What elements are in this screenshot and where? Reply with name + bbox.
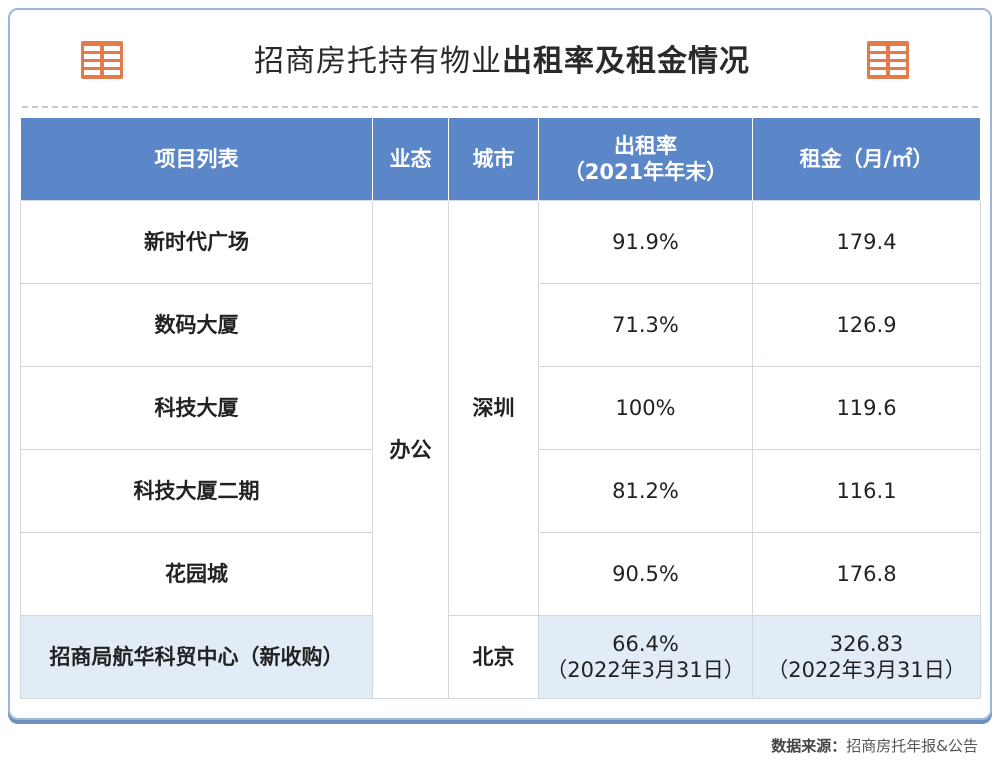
occupancy-value: 71.3% <box>538 283 753 367</box>
table-row: 科技大厦二期 81.2% 116.1 <box>20 449 981 533</box>
divider <box>22 106 978 108</box>
table-header-row: 项目列表 业态 城市 出租率 （2021年年末） 租金（月/㎡） <box>20 118 981 201</box>
rent-value: 176.8 <box>752 532 981 616</box>
rent-value: 119.6 <box>752 366 981 450</box>
occupancy-value: 66.4% （2022年3月31日） <box>538 615 753 699</box>
table-row: 科技大厦 100% 119.6 <box>20 366 981 450</box>
col-header-project: 项目列表 <box>20 118 373 201</box>
data-table: 项目列表 业态 城市 出租率 （2021年年末） 租金（月/㎡） 新时代广场 办… <box>20 118 981 699</box>
source-label: 数据来源： <box>771 737 847 755</box>
col-header-occupancy: 出租率 （2021年年末） <box>538 118 753 201</box>
project-name: 招商局航华科贸中心（新收购） <box>20 615 373 699</box>
col-header-rent: 租金（月/㎡） <box>752 118 981 201</box>
occupancy-value: 100% <box>538 366 753 450</box>
col-header-type: 业态 <box>372 118 449 201</box>
table-row-highlight: 招商局航华科贸中心（新收购） 北京 66.4% （2022年3月31日） 326… <box>20 615 981 699</box>
project-name: 科技大厦 <box>20 366 373 450</box>
city: 深圳 <box>448 200 539 616</box>
table-card: 招商房托持有物业出租率及租金情况 项目列表 <box>8 8 992 720</box>
table-row: 新时代广场 办公 深圳 91.9% 179.4 <box>20 200 981 699</box>
occupancy-value: 90.5% <box>538 532 753 616</box>
source-text: 招商房托年报&公告 <box>846 737 978 755</box>
property-type: 办公 <box>372 200 449 699</box>
table-row: 花园城 90.5% 176.8 <box>20 532 981 616</box>
occupancy-value: 81.2% <box>538 449 753 533</box>
rent-value: 116.1 <box>752 449 981 533</box>
project-name: 科技大厦二期 <box>20 449 373 533</box>
data-source: 数据来源：招商房托年报&公告 <box>771 735 978 756</box>
project-name: 花园城 <box>20 532 373 616</box>
occupancy-value: 91.9% <box>538 200 753 284</box>
rent-value: 179.4 <box>752 200 981 284</box>
rent-value: 326.83 （2022年3月31日） <box>752 615 981 699</box>
project-name: 数码大厦 <box>20 283 373 367</box>
col-header-city: 城市 <box>448 118 539 201</box>
page-title: 招商房托持有物业出租率及租金情况 <box>254 44 750 79</box>
city: 北京 <box>448 615 539 699</box>
table-icon <box>80 40 124 80</box>
rent-value: 126.9 <box>752 283 981 367</box>
title-row: 招商房托持有物业出租率及租金情况 <box>10 32 994 92</box>
project-name: 新时代广场 <box>20 200 373 284</box>
table-row: 数码大厦 71.3% 126.9 <box>20 283 981 367</box>
table-icon <box>866 40 910 80</box>
